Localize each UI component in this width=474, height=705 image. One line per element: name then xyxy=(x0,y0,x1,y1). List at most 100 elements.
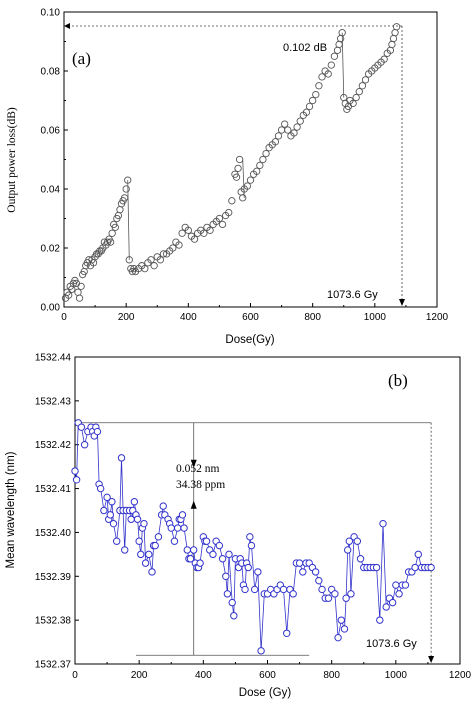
data-point-a xyxy=(234,164,242,173)
data-point-b xyxy=(372,563,381,572)
data-point-a xyxy=(293,123,301,131)
data-point-b xyxy=(283,629,291,637)
x-tick-label-a: 0 xyxy=(61,312,67,323)
data-point-b xyxy=(318,585,326,594)
data-point-b xyxy=(178,511,187,519)
dose-annotation-b: 1073.6 Gy xyxy=(366,638,417,650)
data-point-a xyxy=(392,23,401,31)
dose-annotation-a: 1073.6 Gy xyxy=(327,289,378,301)
delta-ppm-annotation-b: 34.38 ppm xyxy=(176,479,225,491)
data-point-b xyxy=(135,537,143,545)
y-tick-label-a: 0.02 xyxy=(41,244,61,255)
x-tick-label-a: 800 xyxy=(304,312,321,323)
data-point-b xyxy=(72,476,81,484)
data-point-b xyxy=(315,576,323,585)
x-tick-label-b: 1200 xyxy=(449,670,472,681)
data-point-b xyxy=(347,590,355,598)
data-point-a xyxy=(262,149,270,158)
data-point-b xyxy=(167,524,175,532)
data-point-b xyxy=(353,537,362,545)
data-point-a xyxy=(330,52,339,60)
data-point-a xyxy=(324,70,332,78)
data-point-a xyxy=(147,256,155,264)
data-point-a xyxy=(281,120,289,128)
data-point-a xyxy=(116,205,124,214)
data-point-b xyxy=(241,585,249,594)
data-point-a xyxy=(106,238,115,246)
drop-line-a xyxy=(341,32,345,98)
y-tick-label-a: 0.04 xyxy=(41,185,61,196)
data-point-b xyxy=(342,594,350,602)
data-point-a xyxy=(259,155,267,164)
data-point-b xyxy=(71,467,79,475)
data-point-a xyxy=(336,34,345,43)
reference-lines-a xyxy=(64,23,405,306)
data-point-b xyxy=(109,519,118,528)
data-points-a xyxy=(61,23,401,302)
data-point-b xyxy=(392,581,400,589)
data-point-b xyxy=(154,533,163,541)
data-point-b xyxy=(223,590,232,598)
data-point-a xyxy=(228,197,236,205)
data-point-a xyxy=(108,229,116,237)
data-point-b xyxy=(324,594,333,602)
x-axis-label-b: Dose (Gy) xyxy=(239,687,292,699)
data-point-b xyxy=(295,559,304,567)
data-point-b xyxy=(340,625,349,633)
y-tick-label-a: 0.00 xyxy=(41,303,61,314)
data-point-a xyxy=(318,73,326,81)
data-point-a xyxy=(215,214,224,223)
data-point-b xyxy=(183,546,191,554)
panel-label-a: (a) xyxy=(72,49,91,68)
data-point-b xyxy=(190,546,198,554)
x-tick-label-a: 1000 xyxy=(364,312,387,323)
data-point-a xyxy=(190,235,199,243)
data-point-b xyxy=(202,537,211,545)
x-tick-label-b: 0 xyxy=(72,670,78,681)
data-point-a xyxy=(74,288,82,296)
data-point-b xyxy=(170,537,179,545)
data-point-a xyxy=(355,88,363,96)
data-point-b xyxy=(388,598,397,607)
data-point-a xyxy=(225,208,233,217)
data-point-a xyxy=(315,82,323,90)
data-point-a xyxy=(284,126,292,134)
data-point-a xyxy=(65,291,73,299)
data-point-b xyxy=(254,568,262,576)
data-point-a xyxy=(349,99,357,108)
data-point-a xyxy=(200,229,208,237)
y-tick-label-b: 1532.44 xyxy=(35,353,72,364)
data-points-b xyxy=(71,419,435,655)
data-point-a xyxy=(169,244,177,252)
data-point-b xyxy=(106,511,114,519)
y-tick-label-b: 1532.40 xyxy=(35,528,72,539)
data-point-b xyxy=(427,563,435,572)
peak-arrow-a xyxy=(64,23,70,29)
data-point-b xyxy=(257,647,265,655)
data-point-b xyxy=(80,441,89,449)
data-point-b xyxy=(395,590,403,598)
data-point-b xyxy=(96,484,105,493)
data-point-b xyxy=(180,524,188,532)
data-point-a xyxy=(296,117,304,125)
data-point-b xyxy=(228,598,236,607)
data-point-a xyxy=(184,226,192,234)
data-point-b xyxy=(379,519,387,528)
data-point-b xyxy=(401,581,410,589)
x-tick-label-b: 200 xyxy=(131,670,148,681)
data-point-b xyxy=(141,559,150,567)
y-tick-label-b: 1532.38 xyxy=(35,616,72,627)
y-tick-label-b: 1532.43 xyxy=(35,396,72,407)
range-arrow-down-b xyxy=(190,459,197,468)
data-point-b xyxy=(334,633,342,642)
data-point-a xyxy=(77,282,85,290)
data-point-b xyxy=(345,537,354,545)
data-point-b xyxy=(108,498,116,506)
delta-nm-annotation-b: 0.052 nm xyxy=(176,463,220,475)
data-point-a xyxy=(141,264,149,273)
y-tick-label-a: 0.06 xyxy=(41,126,61,137)
y-tick-label-b: 1532.39 xyxy=(35,572,72,583)
data-point-a xyxy=(327,61,335,69)
data-point-b xyxy=(225,550,233,559)
data-point-b xyxy=(222,572,230,580)
